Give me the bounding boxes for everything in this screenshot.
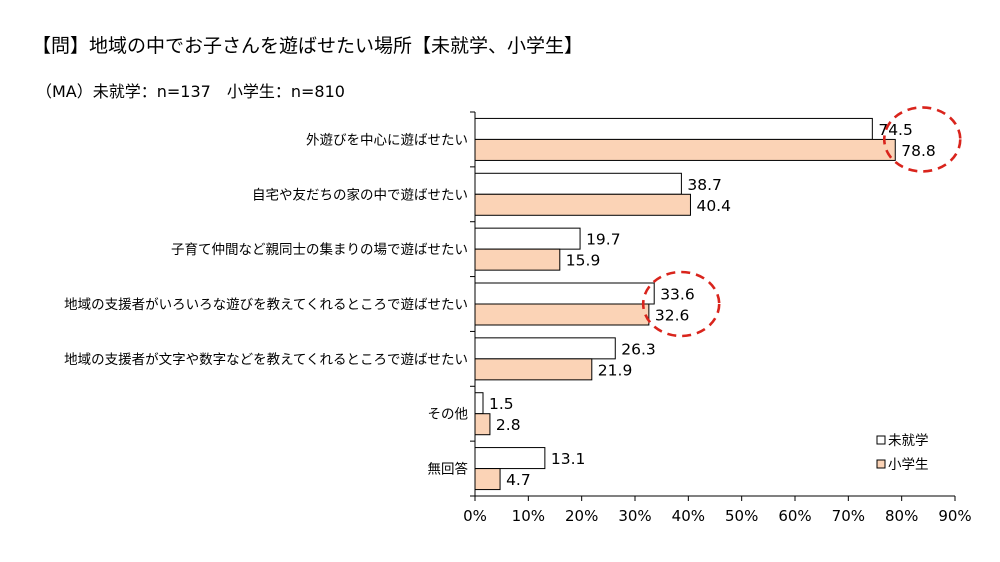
- bar-preschool: [474, 392, 484, 415]
- data-label: 4.7: [506, 471, 531, 489]
- data-label: 13.1: [551, 450, 586, 468]
- category-label: その他: [428, 407, 469, 423]
- data-label: 21.9: [598, 361, 633, 379]
- bar-elementary: [474, 138, 896, 161]
- bar-preschool: [474, 227, 581, 250]
- data-label: 26.3: [621, 340, 656, 358]
- x-tick-label: 80%: [885, 507, 918, 525]
- bar-elementary: [474, 303, 650, 326]
- data-label: 38.7: [687, 176, 722, 194]
- x-tick-label: 60%: [778, 507, 811, 525]
- data-label: 19.7: [586, 231, 621, 249]
- bar-elementary: [474, 248, 561, 271]
- x-tick-label: 40%: [672, 507, 705, 525]
- bar-preschool: [474, 172, 682, 195]
- bar-preschool: [474, 117, 873, 140]
- bar-preschool: [474, 447, 546, 470]
- category-label: 地域の支援者が文字や数字などを教えてくれるところで遊ばせたい: [64, 352, 468, 368]
- highlight-ellipse: [882, 106, 962, 173]
- bar-preschool: [474, 282, 655, 305]
- data-label: 33.6: [660, 286, 695, 304]
- category-label: 地域の支援者がいろいろな遊びを教えてくれるところで遊ばせたい: [64, 297, 468, 313]
- category-label: 外遊びを中心に遊ばせたい: [306, 132, 468, 148]
- category-label: 無回答: [428, 461, 469, 478]
- x-tick-label: 0%: [463, 507, 487, 525]
- data-label: 78.8: [901, 142, 936, 160]
- x-tick-label: 90%: [938, 507, 971, 525]
- legend-label: 小学生: [888, 457, 929, 473]
- data-label: 2.8: [496, 416, 521, 434]
- bar-elementary: [474, 358, 593, 381]
- x-tick-label: 50%: [725, 507, 758, 525]
- x-tick-label: 10%: [512, 507, 545, 525]
- chart-title: 【問】地域の中でお子さんを遊ばせたい場所【未就学、小学生】: [32, 35, 584, 57]
- bar-elementary: [474, 193, 691, 216]
- bar-preschool: [474, 337, 616, 360]
- highlight-ellipse: [641, 270, 721, 338]
- legend-swatch-preschool: [876, 435, 886, 445]
- data-label: 1.5: [489, 395, 514, 413]
- category-label: 子育て仲間など親同士の集まりの場で遊ばせたい: [171, 242, 468, 258]
- bar-elementary: [474, 413, 491, 436]
- chart-subtitle: （MA）未就学：n=137 小学生：n=810: [36, 82, 345, 101]
- data-label: 15.9: [566, 252, 601, 270]
- data-label: 40.4: [696, 197, 731, 215]
- legend-label: 未就学: [888, 433, 929, 449]
- category-label: 自宅や友だちの家の中で遊ばせたい: [252, 186, 468, 203]
- x-tick-label: 20%: [565, 507, 598, 525]
- data-label: 32.6: [655, 307, 690, 325]
- bar-elementary: [474, 468, 501, 491]
- legend-swatch-elementary: [876, 459, 886, 469]
- x-tick-label: 70%: [832, 507, 865, 525]
- x-tick-label: 30%: [618, 507, 651, 525]
